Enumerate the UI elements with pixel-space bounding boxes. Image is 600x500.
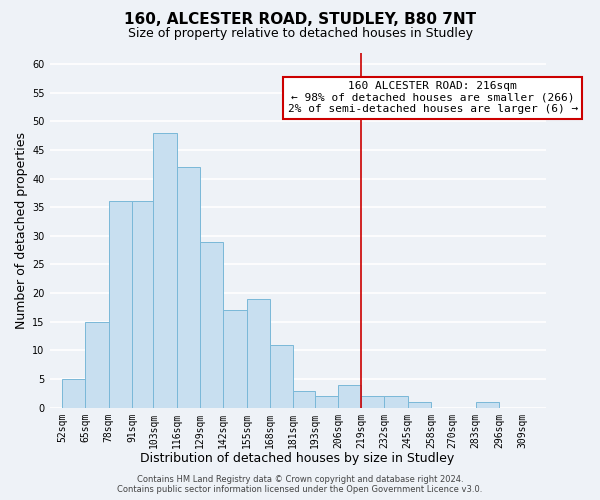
Bar bbox=[176, 167, 200, 408]
Text: Contains HM Land Registry data © Crown copyright and database right 2024.
Contai: Contains HM Land Registry data © Crown c… bbox=[118, 474, 482, 494]
Bar bbox=[62, 379, 85, 408]
Bar bbox=[85, 322, 109, 408]
Bar bbox=[476, 402, 499, 407]
Bar bbox=[270, 344, 293, 408]
Bar bbox=[385, 396, 408, 407]
Text: Size of property relative to detached houses in Studley: Size of property relative to detached ho… bbox=[128, 28, 473, 40]
Text: 160, ALCESTER ROAD, STUDLEY, B80 7NT: 160, ALCESTER ROAD, STUDLEY, B80 7NT bbox=[124, 12, 476, 28]
Y-axis label: Number of detached properties: Number of detached properties bbox=[15, 132, 28, 328]
Bar bbox=[338, 385, 361, 407]
Bar bbox=[361, 396, 385, 407]
Bar bbox=[314, 396, 338, 407]
Text: 160 ALCESTER ROAD: 216sqm
← 98% of detached houses are smaller (266)
2% of semi-: 160 ALCESTER ROAD: 216sqm ← 98% of detac… bbox=[287, 81, 578, 114]
X-axis label: Distribution of detached houses by size in Studley: Distribution of detached houses by size … bbox=[140, 452, 455, 465]
Bar bbox=[223, 310, 247, 408]
Bar bbox=[293, 390, 314, 407]
Bar bbox=[132, 202, 154, 408]
Bar bbox=[247, 299, 270, 408]
Bar bbox=[109, 202, 132, 408]
Bar bbox=[200, 242, 223, 408]
Bar bbox=[408, 402, 431, 407]
Bar bbox=[154, 132, 176, 407]
